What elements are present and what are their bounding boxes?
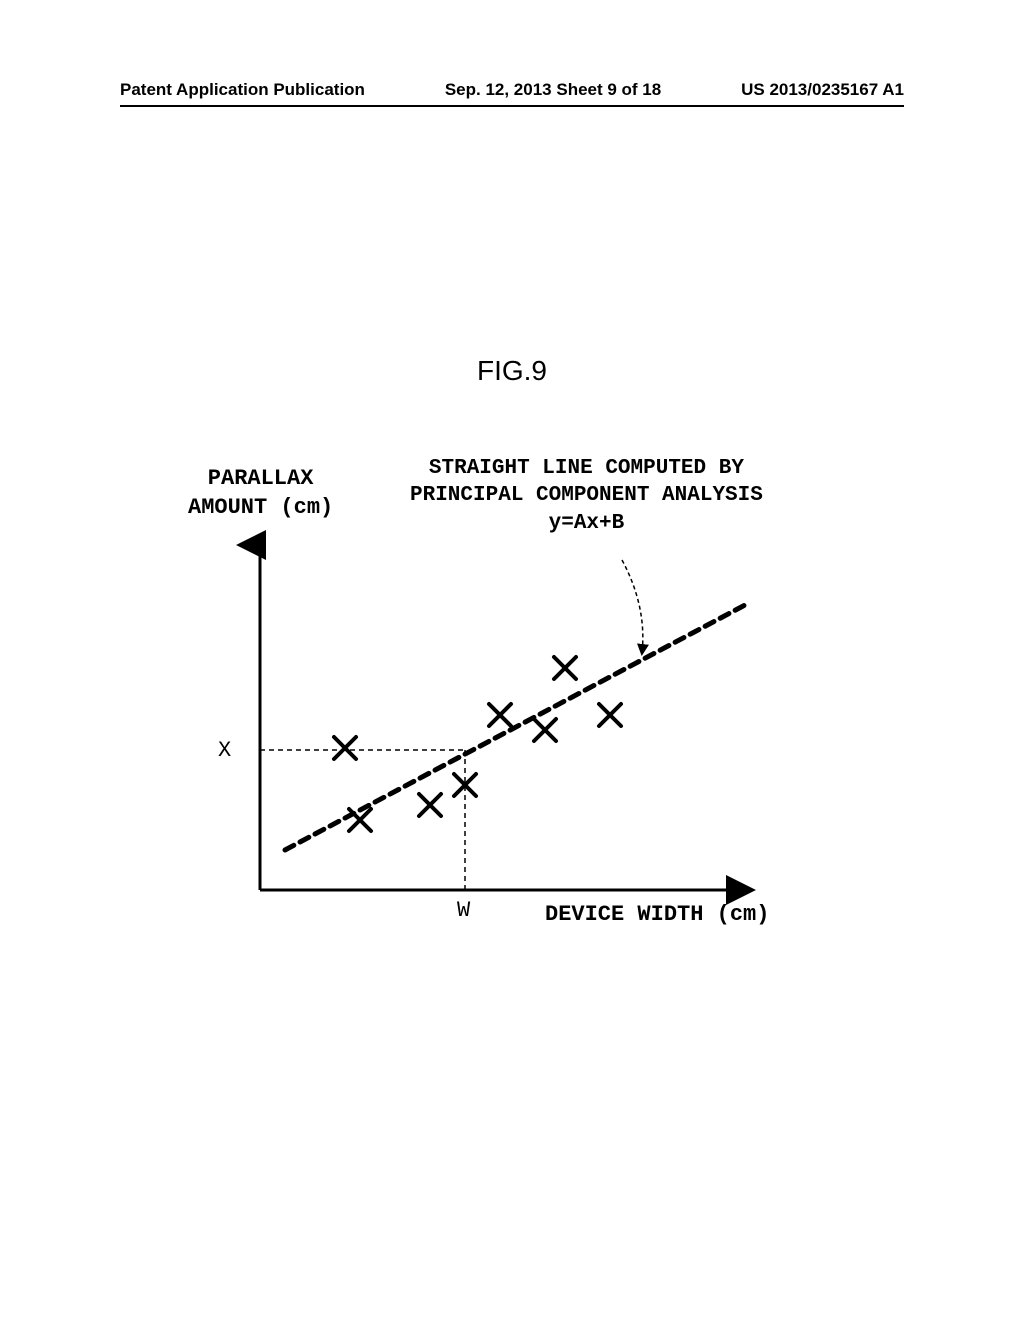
regression-formula: y=Ax+B (549, 512, 625, 535)
header-divider (120, 105, 904, 107)
x-tick-label: W (457, 898, 470, 923)
x-axis-label: DEVICE WIDTH (cm) (545, 902, 769, 927)
patent-header: Patent Application Publication Sep. 12, … (0, 80, 1024, 100)
header-center: Sep. 12, 2013 Sheet 9 of 18 (445, 80, 661, 100)
header-left: Patent Application Publication (120, 80, 365, 100)
header-right: US 2013/0235167 A1 (741, 80, 904, 100)
chart-container: PARALLAXAMOUNT (cm) STRAIGHT LINE COMPUT… (170, 460, 850, 980)
regression-annotation: STRAIGHT LINE COMPUTED BYPRINCIPAL COMPO… (410, 455, 763, 537)
y-axis-label: PARALLAXAMOUNT (cm) (188, 465, 333, 522)
figure-title: FIG.9 (477, 355, 547, 387)
y-tick-label: X (218, 738, 231, 763)
